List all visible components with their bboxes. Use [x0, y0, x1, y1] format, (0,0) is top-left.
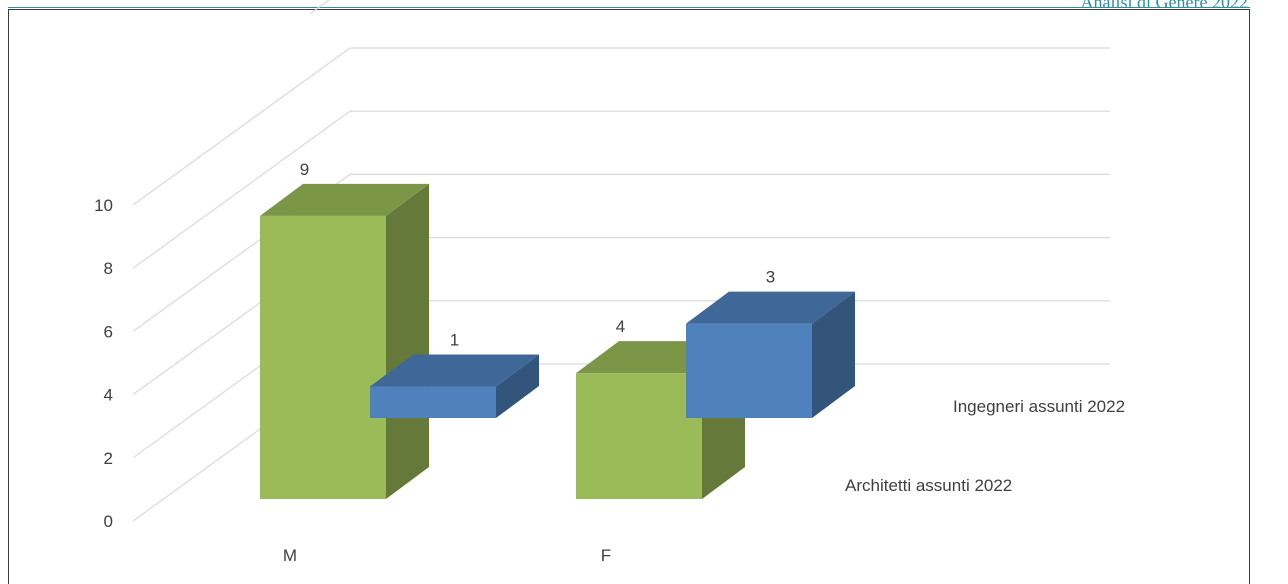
y-tick-label: 6: [104, 322, 113, 341]
bar-side-face: [812, 291, 855, 418]
side-wall-gridline: [132, 110, 351, 269]
data-label: 4: [616, 317, 625, 336]
data-label: 1: [450, 331, 459, 350]
data-labels: 9 4 1 3: [300, 160, 775, 350]
bar-top-face: [260, 183, 429, 216]
x-category-label: F: [601, 546, 611, 565]
bar: [260, 183, 429, 500]
bar-front-face: [686, 323, 812, 418]
side-wall-gridline: [309, 0, 331, 15]
y-axis-ticks: 0 2 4 6 8 10: [94, 196, 113, 531]
bar-side-face: [496, 354, 539, 418]
bar-front-face: [260, 215, 386, 500]
x-category-label: M: [283, 546, 297, 565]
bar-top-face: [370, 354, 539, 387]
chart-bars: [260, 183, 855, 500]
series-axis-labels: Architetti assunti 2022 Ingegneri assunti…: [845, 397, 1125, 495]
chart-frame: [8, 9, 1250, 584]
bar: [686, 291, 855, 418]
series-axis-label: Architetti assunti 2022: [845, 476, 1012, 495]
series-axis-label: Ingegneri assunti 2022: [953, 397, 1125, 416]
side-wall-gridline: [132, 47, 351, 206]
bar-top-face: [686, 291, 855, 324]
bar-front-face: [370, 386, 496, 418]
y-tick-label: 2: [104, 449, 113, 468]
y-tick-label: 4: [104, 386, 113, 405]
bar: [370, 354, 539, 418]
y-tick-label: 0: [104, 512, 113, 531]
header-rule: [8, 7, 1250, 8]
data-label: 3: [766, 268, 775, 287]
y-tick-label: 8: [104, 259, 113, 278]
bar-side-face: [386, 183, 429, 500]
y-tick-label: 10: [94, 196, 113, 215]
bar-front-face: [576, 373, 702, 499]
data-label: 9: [300, 160, 309, 179]
